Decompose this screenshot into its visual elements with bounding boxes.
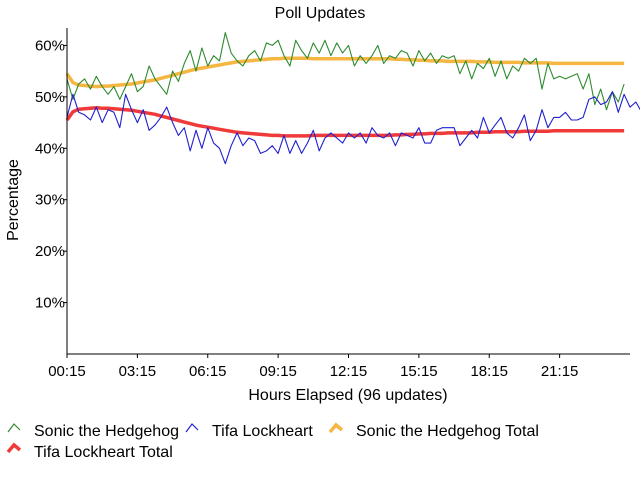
legend: Sonic the Hedgehog Tifa Lockheart Sonic … — [6, 422, 539, 461]
legend-swatch-tifa-total — [6, 442, 22, 454]
legend-swatch-sonic — [7, 423, 21, 433]
series-line-tifa-lockheart-total — [65, 105, 625, 138]
legend-item-tifa-total: Tifa Lockheart Total — [6, 442, 173, 461]
x-tick-label: 15:15 — [400, 363, 438, 380]
x-tick-label: 03:15 — [119, 363, 157, 380]
x-tick-label: 18:15 — [470, 363, 508, 380]
x-axis-label: Hours Elapsed (96 updates) — [248, 387, 447, 404]
y-tick-label: 20% — [35, 243, 65, 260]
x-axis-ticks: 00:15 03:15 06:15 09:15 12:15 15:15 18:15 21:15 — [48, 354, 578, 380]
x-tick-label: 06:15 — [189, 363, 227, 380]
y-tick-label: 60% — [35, 37, 65, 54]
axes — [66, 28, 630, 355]
legend-swatch-tifa — [185, 423, 199, 433]
legend-label-sonic-total: Sonic the Hedgehog Total — [356, 423, 539, 440]
series-line-tifa-lockheart — [66, 91, 640, 165]
legend-item-sonic-total: Sonic the Hedgehog Total — [328, 422, 539, 440]
y-axis-label: Percentage — [5, 159, 22, 241]
y-tick-label: 30% — [35, 192, 65, 209]
legend-label-sonic: Sonic the Hedgehog — [34, 423, 179, 440]
series-line-sonic-the-hedgehog — [66, 32, 625, 111]
legend-label-tifa-total: Tifa Lockheart Total — [34, 444, 173, 461]
y-tick-label: 40% — [35, 140, 65, 157]
legend-swatch-sonic-total — [328, 422, 344, 434]
x-tick-label: 00:15 — [48, 363, 86, 380]
legend-label-tifa: Tifa Lockheart — [212, 423, 313, 440]
x-tick-label: 09:15 — [259, 363, 297, 380]
plot-area — [65, 32, 640, 165]
legend-item-sonic: Sonic the Hedgehog — [7, 423, 179, 440]
y-tick-label: 50% — [35, 89, 65, 106]
x-tick-label: 12:15 — [330, 363, 368, 380]
legend-item-tifa: Tifa Lockheart — [185, 423, 313, 440]
y-tick-label: 10% — [35, 295, 65, 312]
chart-title: Poll Updates — [275, 5, 366, 22]
y-axis-ticks: 10% 20% 30% 40% 50% 60% — [35, 37, 67, 312]
x-tick-label: 21:15 — [541, 363, 579, 380]
